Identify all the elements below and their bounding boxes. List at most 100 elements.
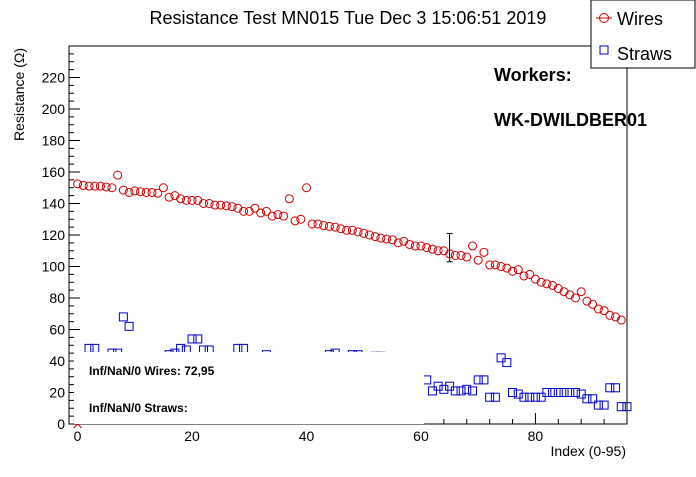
wires-point	[542, 279, 552, 289]
straws-point	[548, 388, 558, 397]
wires-point	[525, 269, 535, 279]
straws-point	[576, 389, 586, 399]
nan-info-box	[74, 352, 424, 424]
wires-point	[565, 290, 575, 300]
straws-point	[467, 386, 477, 396]
straws-point	[508, 388, 518, 397]
wires-point	[508, 266, 518, 276]
wires-point	[239, 206, 249, 216]
wires-point	[502, 263, 512, 273]
straws-point	[124, 321, 134, 331]
straws-point	[427, 386, 437, 396]
wires-point	[370, 232, 380, 242]
wires-point	[273, 210, 283, 220]
y-tick-label: 200	[42, 101, 66, 117]
wires-point	[359, 228, 369, 238]
wires-point	[353, 227, 363, 237]
wires-point	[485, 260, 495, 270]
chart-title: Resistance Test MN015 Tue Dec 3 15:06:51…	[150, 8, 547, 28]
y-tick-label: 0	[57, 416, 65, 432]
straws-point	[593, 400, 603, 410]
wires-point	[244, 206, 254, 216]
wires-point	[307, 219, 317, 229]
y-tick-label: 20	[49, 385, 65, 401]
wires-point	[433, 246, 443, 256]
x-tick-label: 80	[528, 428, 544, 444]
straws-point	[565, 388, 575, 397]
wires-point	[553, 284, 563, 294]
wires-point	[261, 206, 271, 216]
wires-point	[382, 234, 392, 244]
wires-point	[198, 199, 208, 208]
wires-point	[422, 243, 432, 253]
wires-point	[536, 277, 546, 287]
wires-point	[113, 170, 123, 180]
straws-point	[530, 392, 540, 402]
wires-point	[204, 199, 214, 208]
straws-point	[193, 334, 203, 344]
wires-point	[101, 182, 111, 192]
wires-point	[611, 312, 621, 322]
wires-point	[336, 224, 346, 234]
wires-point	[588, 299, 598, 309]
wires-point	[170, 191, 180, 201]
wires-point	[427, 244, 437, 254]
wires-point	[313, 219, 323, 229]
legend-wires-label: Wires	[617, 9, 663, 29]
wires-point	[347, 225, 357, 235]
wires-point	[216, 200, 226, 210]
wires-point	[599, 306, 609, 316]
straws-point	[462, 384, 472, 394]
straws-point	[588, 394, 598, 404]
y-tick-label: 140	[42, 196, 66, 212]
wires-point	[78, 180, 88, 190]
worker-id: WK-DWILDBER01	[494, 110, 647, 130]
y-axis-ticks: 0 20 40 60 80 100 120 140 160 180 200 220	[42, 45, 80, 432]
straws-point	[599, 400, 609, 410]
wires-point	[387, 235, 397, 245]
wires-point	[376, 233, 386, 243]
wires-point	[153, 188, 163, 198]
wires-point	[410, 241, 420, 251]
wires-point	[250, 203, 260, 213]
straws-point	[450, 386, 460, 396]
wires-point	[267, 211, 277, 221]
straws-point	[433, 381, 443, 391]
wires-point	[456, 250, 466, 260]
wires-point	[256, 208, 266, 218]
wires-point	[95, 181, 105, 191]
x-axis-label: Index (0-95)	[551, 443, 626, 459]
straws-point	[519, 392, 529, 402]
straws-point	[605, 383, 615, 393]
wires-point	[84, 181, 94, 191]
wires-point	[147, 187, 157, 197]
y-tick-label: 60	[49, 322, 65, 338]
wires-point	[330, 222, 340, 232]
y-tick-label: 80	[49, 290, 65, 306]
wires-point	[210, 200, 220, 210]
wires-point	[324, 221, 334, 231]
straws-point	[616, 402, 626, 412]
wires-point	[73, 179, 83, 189]
wires-point	[559, 287, 569, 297]
wires-point	[164, 192, 174, 202]
straws-point	[496, 353, 506, 363]
wires-point	[548, 280, 558, 290]
straws-point	[456, 386, 466, 396]
wires-point	[284, 194, 294, 204]
straws-point	[502, 358, 512, 368]
wires-point	[593, 304, 603, 314]
legend: Wires Straws	[590, 0, 696, 69]
x-tick-label: 0	[74, 428, 82, 444]
straws-point	[553, 388, 563, 397]
straws-point	[542, 388, 552, 397]
x-tick-label: 60	[413, 428, 429, 444]
y-tick-label: 160	[42, 164, 66, 180]
y-tick-label: 120	[42, 227, 66, 243]
legend-box	[590, 0, 696, 69]
wires-point	[416, 241, 426, 251]
wires-point	[513, 265, 523, 275]
straws-point	[525, 392, 535, 402]
straws-point	[479, 375, 489, 385]
